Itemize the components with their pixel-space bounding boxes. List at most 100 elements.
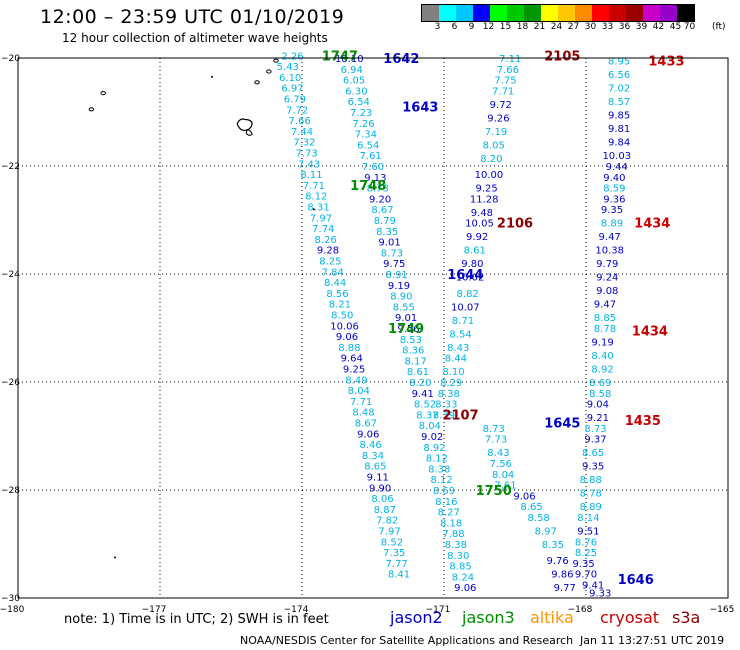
wave-height-value: 9.08: [596, 286, 618, 297]
wave-height-value: 7.75: [494, 76, 516, 87]
wave-height-value: 8.46: [360, 440, 382, 451]
islet-outline: [266, 69, 272, 74]
wave-height-value: 9.06: [357, 429, 379, 440]
wave-height-value: 10.05: [465, 219, 494, 230]
wave-height-value: 9.06: [513, 491, 535, 502]
island-outline: [236, 118, 253, 132]
wave-height-value: 5.43: [277, 62, 299, 73]
wave-height-value: 8.27: [438, 508, 460, 519]
wave-height-value: 7.61: [360, 151, 382, 162]
color-legend-labels: 3 6 9 12 15 18 21 24 27 30 33 36 39 42 45 70: [421, 22, 727, 32]
wave-height-value: 7.35: [383, 548, 405, 559]
wave-height-value: 9.75: [383, 259, 405, 270]
x-tick-label: −174: [284, 605, 309, 615]
wave-height-value: 8.06: [371, 494, 393, 505]
track-pass-label: 1748: [350, 179, 386, 194]
wave-height-value: 11.28: [470, 194, 499, 205]
wave-height-value: 9.56: [397, 324, 419, 335]
wave-height-value: 8.54: [449, 329, 471, 340]
wave-height-value: 8.33: [435, 400, 457, 411]
wave-height-value: 8.78: [594, 324, 616, 335]
wave-height-value: 6.05: [343, 76, 365, 87]
wave-height-value: 9.26: [487, 113, 509, 124]
legend-label: 9: [468, 22, 475, 32]
wave-height-value: 6.10: [279, 73, 301, 84]
wave-height-value: 8.65: [364, 462, 386, 473]
wave-height-value: 8.39: [433, 410, 455, 421]
islet-dot: [211, 75, 214, 78]
wave-height-value: 7.82: [376, 516, 398, 527]
wave-height-value: 8.53: [400, 335, 422, 346]
legend-swatch: [473, 5, 490, 21]
wave-height-value: 9.47: [599, 232, 621, 243]
wave-height-value: 9.84: [608, 138, 630, 149]
wave-height-value: 9.48: [471, 208, 493, 219]
wave-height-value: 8.78: [580, 489, 602, 500]
legend-label: 30: [584, 22, 597, 32]
wave-height-value: 6.56: [608, 70, 630, 81]
legend-swatch: [422, 5, 439, 21]
legend-label: 42: [652, 22, 665, 32]
wave-height-value: 8.10: [442, 367, 464, 378]
wave-height-value: 6.30: [345, 86, 367, 97]
legend-swatch: [660, 5, 677, 21]
wave-height-value: 8.04: [348, 386, 370, 397]
wave-height-value: 8.61: [464, 246, 486, 257]
wave-height-value: 8.20: [409, 378, 431, 389]
track-jason2: 18.106.946.056.306.547.237.267.346.547.6…: [335, 54, 476, 594]
wave-height-value: 9.40: [603, 173, 625, 184]
wave-height-value: 8.41: [388, 570, 410, 581]
legend-swatch: [643, 5, 660, 21]
wave-height-value: 8.88: [338, 343, 360, 354]
wave-height-value: 9.41: [412, 389, 434, 400]
wave-height-value: 8.18: [440, 518, 462, 529]
wave-height-value: 9.70: [575, 570, 597, 581]
wave-height-value: 7.71: [350, 397, 372, 408]
wave-height-value: 8.34: [362, 451, 384, 462]
wave-height-value: 8.89: [580, 502, 602, 513]
wave-height-value: 7.60: [362, 162, 384, 173]
wave-height-value: 9.19: [591, 338, 613, 349]
wave-height-value: 8.36: [402, 346, 424, 357]
wave-height-value: 9.11: [367, 473, 389, 484]
wave-height-value: 7.73: [485, 435, 507, 446]
wave-height-value: 8.73: [381, 248, 403, 259]
legend-label: 18: [516, 22, 529, 32]
wave-height-value: 8.65: [582, 448, 604, 459]
legend-unit: (ft): [712, 22, 726, 32]
wave-height-value: 8.73: [584, 424, 606, 435]
legend-label: 6: [451, 22, 458, 32]
wave-height-value: 6.94: [341, 65, 363, 76]
legend-swatch: [524, 5, 541, 21]
wave-height-value: 8.89: [601, 219, 623, 230]
wave-height-value: 7.32: [293, 138, 315, 149]
islet-dot: [114, 556, 117, 559]
legend-label: 33: [601, 22, 614, 32]
wave-height-value: 7.66: [289, 116, 311, 127]
y-tick-label: −24: [1, 270, 20, 280]
legend-swatch: [575, 5, 592, 21]
x-tick-label: −177: [142, 605, 167, 615]
wave-height-value: 8.85: [449, 562, 471, 573]
wave-height-value: 8.12: [305, 192, 327, 203]
wave-height-value: 9.37: [584, 435, 606, 446]
legend-swatch: [507, 5, 524, 21]
track-pass-label: 1644: [447, 268, 483, 283]
wave-height-value: 8.67: [355, 419, 377, 430]
track-s3a: 7.117.667.757.71 9.72 9.26 7.19 8.05 8.20 10.0…: [433, 54, 576, 594]
wave-height-value: 9.33: [589, 589, 611, 600]
wave-height-value: 9.25: [475, 184, 497, 195]
wave-height-value: 9.28: [317, 246, 339, 257]
wave-height-value: 8.11: [300, 170, 322, 181]
track-pass-label: 1747: [322, 49, 358, 64]
wave-height-value: 7.71: [303, 181, 325, 192]
islet-dot: [312, 208, 315, 211]
wave-height-value: 8.56: [326, 289, 348, 300]
wave-height-value: 9.20: [369, 194, 391, 205]
wave-height-value: 7.97: [310, 213, 332, 224]
wave-height-value: 8.91: [386, 270, 408, 281]
axis-ticks: −180 −177 −174 −171 −168 −165 −20 −22 −24 −26 −28 −…: [0, 54, 734, 615]
wave-height-value: 7.26: [352, 119, 374, 130]
wave-height-value: 8.20: [480, 154, 502, 165]
wave-height-value: 9.01: [378, 238, 400, 249]
